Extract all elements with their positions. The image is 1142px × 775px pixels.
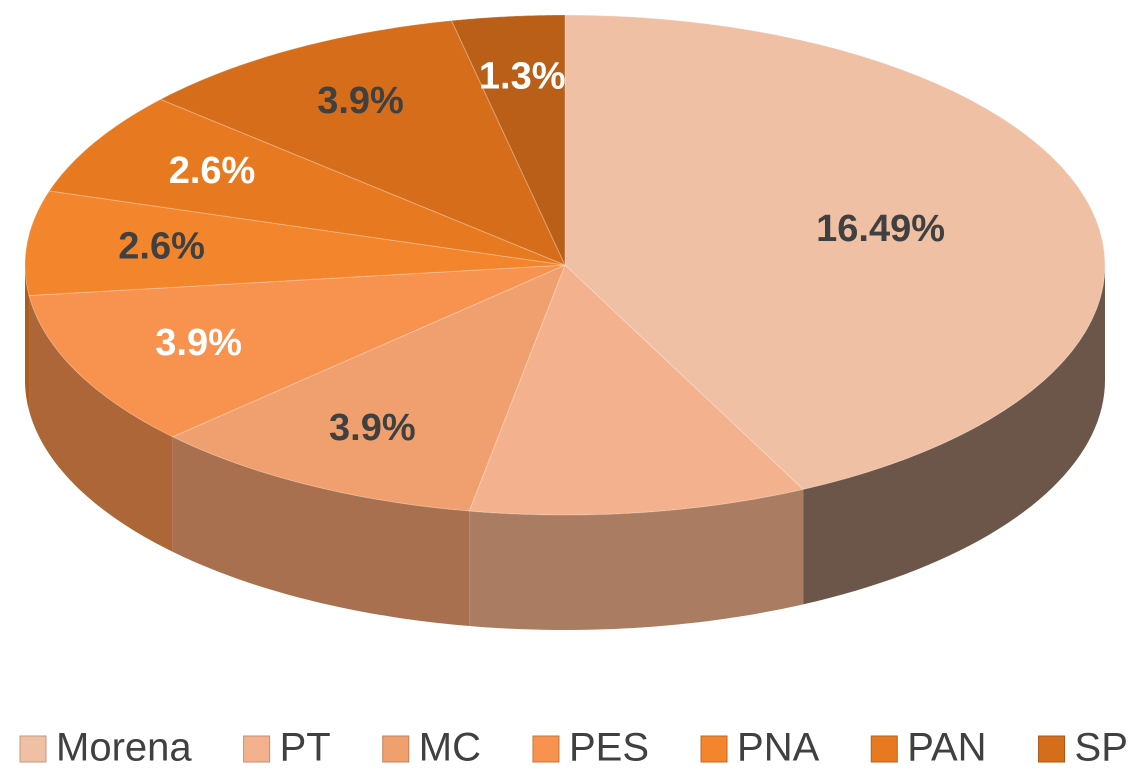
slice	[24, 190, 566, 297]
slice-side	[25, 265, 30, 411]
legend-label: PT	[280, 726, 331, 770]
data-label: 2.6%	[118, 225, 205, 267]
legend-label: MC	[419, 726, 481, 770]
slice	[159, 20, 566, 266]
slice	[48, 98, 566, 266]
data-label: 3.9%	[155, 322, 242, 364]
slice	[171, 264, 566, 512]
legend-swatch	[382, 735, 410, 763]
legend-label: SP	[1075, 726, 1128, 770]
data-label: 3.9%	[329, 407, 416, 449]
legend-swatch	[1038, 735, 1066, 763]
legend-label: PES	[569, 726, 649, 770]
data-label: 3.9%	[317, 80, 404, 122]
slice-side	[29, 295, 173, 552]
slice-side	[469, 489, 804, 630]
slice-side	[803, 265, 1105, 605]
slice-side	[172, 436, 470, 627]
legend-label: Morena	[56, 726, 192, 770]
legend-swatch	[870, 735, 898, 763]
legend-swatch	[532, 735, 560, 763]
data-label: 2.6%	[169, 150, 256, 192]
legend-swatch	[243, 735, 271, 763]
legend-swatch	[19, 735, 47, 763]
legend-label: PAN	[907, 726, 986, 770]
legend-swatch	[700, 735, 728, 763]
slice	[28, 264, 566, 438]
slice	[564, 14, 1106, 490]
slice	[468, 264, 805, 516]
data-label: 16.49%	[816, 208, 945, 250]
slice	[450, 14, 566, 266]
legend-label: PNA	[737, 726, 820, 770]
data-label: 1.3%	[479, 56, 566, 98]
